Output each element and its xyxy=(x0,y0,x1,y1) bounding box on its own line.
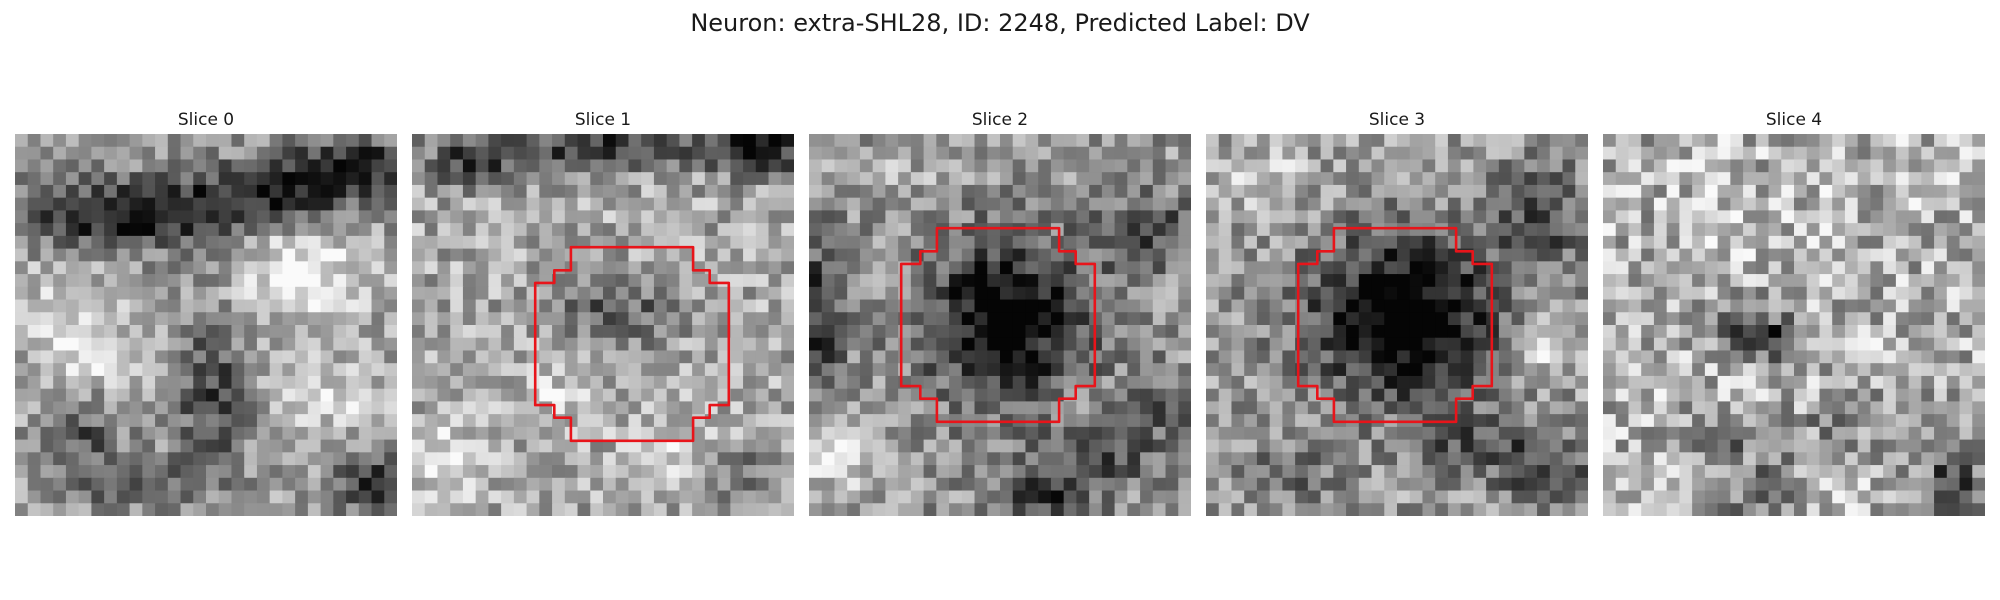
slice-image-4 xyxy=(1603,134,1985,516)
slice-panel-3: Slice 3 xyxy=(1206,108,1588,516)
figure-title: Neuron: extra-SHL28, ID: 2248, Predicted… xyxy=(690,9,1310,37)
slice-image-0 xyxy=(15,134,397,516)
roi-outline xyxy=(1296,226,1494,424)
roi-outline xyxy=(899,226,1097,424)
slice-title: Slice 0 xyxy=(177,110,235,130)
slice-title: Slice 3 xyxy=(1368,110,1426,130)
slice-title: Slice 2 xyxy=(971,110,1029,130)
slice-panel-4: Slice 4 xyxy=(1603,108,1985,516)
slice-image-1 xyxy=(412,134,794,516)
slice-image-2 xyxy=(809,134,1191,516)
slice-panel-0: Slice 0 xyxy=(15,108,397,516)
slice-panel-2: Slice 2 xyxy=(809,108,1191,516)
slice-image-3 xyxy=(1206,134,1588,516)
slice-panel-1: Slice 1 xyxy=(412,108,794,516)
slice-title: Slice 1 xyxy=(574,110,632,130)
slice-title: Slice 4 xyxy=(1765,110,1823,130)
roi-outline xyxy=(533,245,731,443)
